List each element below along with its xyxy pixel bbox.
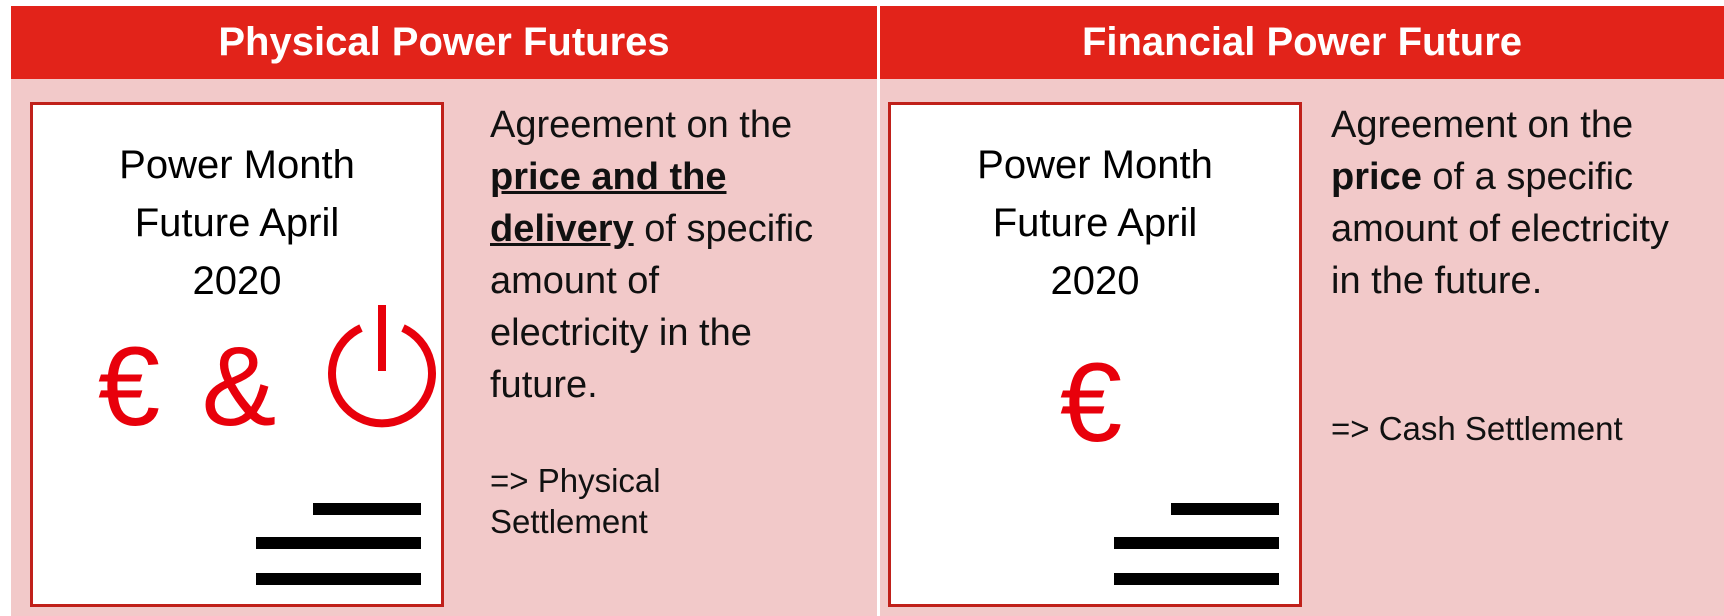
description-text: of specific — [633, 208, 814, 250]
power-icon-ring — [328, 324, 436, 428]
description-text: price — [1331, 156, 1422, 198]
description-line: amount of — [490, 262, 659, 300]
panel-header: Financial Power Future — [880, 6, 1724, 79]
text-bar — [256, 573, 421, 585]
description-line: price of a specific — [1331, 158, 1633, 196]
description-text: Agreement on the — [1331, 104, 1634, 146]
description-text: future. — [490, 364, 598, 406]
description-line: future. — [490, 366, 598, 404]
symbol: € — [97, 324, 161, 449]
description-line: in the future. — [1331, 262, 1542, 300]
description-text: amount of electricity — [1331, 208, 1669, 250]
text-bar — [1114, 573, 1279, 585]
description-text: of a specific — [1421, 156, 1634, 198]
card-text: Power Month — [119, 143, 355, 187]
panel-header: Physical Power Futures — [11, 6, 877, 79]
text-bar — [313, 503, 421, 515]
card-text: 2020 — [1050, 259, 1140, 303]
card-icons — [1114, 503, 1279, 585]
description-line: price and the — [490, 158, 727, 196]
card-text: Future April — [992, 201, 1198, 245]
settlement-text: => Physical — [490, 462, 661, 499]
symbol: € — [1059, 340, 1123, 465]
text-bar — [256, 537, 421, 549]
contract-card: Power Month Future April 2020 € & — [30, 102, 444, 607]
settlement-text: => Cash Settlement — [1331, 410, 1623, 447]
card-text: Future April — [134, 201, 340, 245]
description-line: electricity in the — [490, 314, 752, 352]
description-line: Agreement on the — [1331, 106, 1633, 144]
card-icons — [256, 305, 436, 585]
description-text: in the future. — [1331, 260, 1543, 302]
text-bar — [1114, 537, 1279, 549]
description-line: delivery of specific — [490, 210, 813, 248]
description-text: Agreement on the — [490, 104, 793, 146]
settlement-text: Settlement — [490, 503, 648, 540]
description-text: electricity in the — [490, 312, 752, 354]
description-line: Agreement on the — [490, 106, 792, 144]
description-line: amount of electricity — [1331, 210, 1669, 248]
symbol: & — [201, 324, 277, 449]
card-text: 2020 — [192, 259, 282, 303]
panel: Physical Power Futures Power Month Future … — [11, 6, 877, 616]
description-text: amount of — [490, 260, 659, 302]
panel: Financial Power Future Power Month Future … — [880, 6, 1724, 616]
description-text: price and the — [490, 156, 727, 198]
text-bar — [1171, 503, 1279, 515]
card-text: Power Month — [977, 143, 1213, 187]
contract-card: Power Month Future April 2020 € — [888, 102, 1302, 607]
description-text: delivery — [490, 208, 634, 250]
